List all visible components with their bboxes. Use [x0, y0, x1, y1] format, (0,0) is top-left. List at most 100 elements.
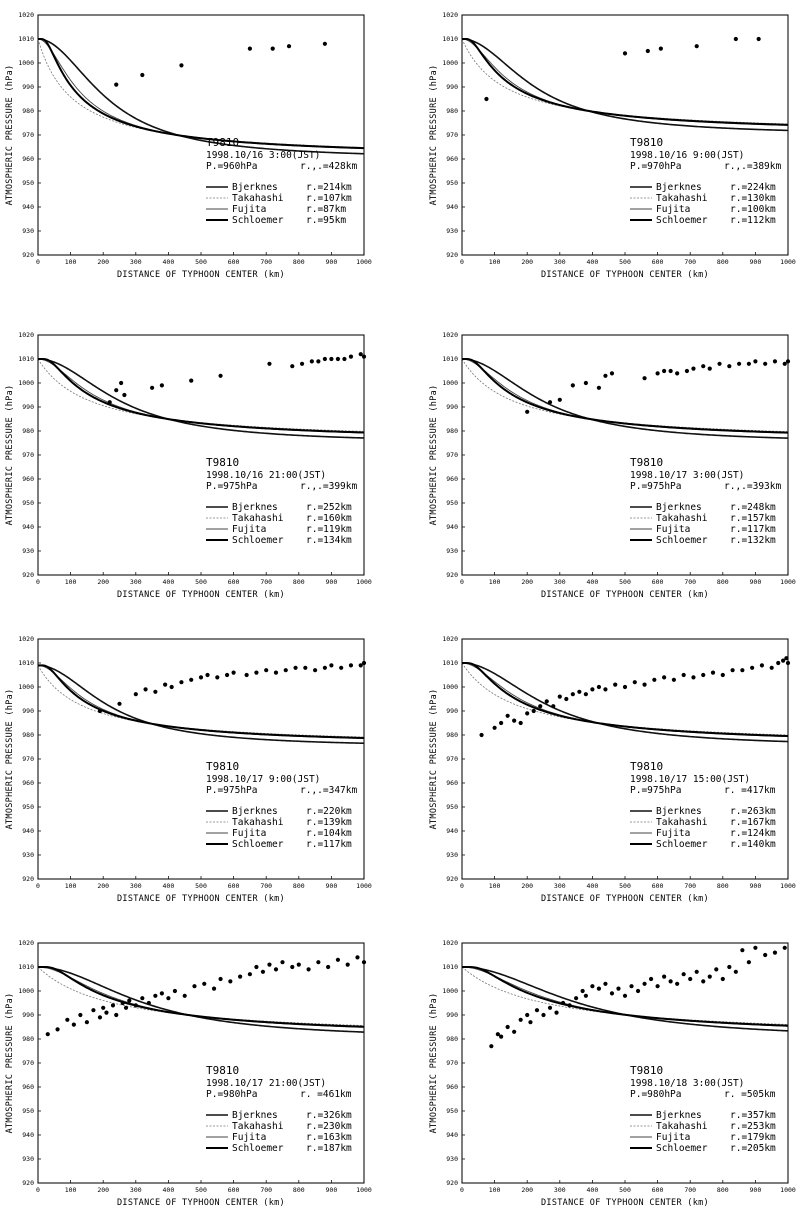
legend-label: Takahashi	[232, 193, 284, 204]
central-pressure: P.=975hPa	[206, 481, 257, 492]
x-tick-label: 1000	[780, 882, 796, 890]
x-tick-label: 700	[684, 882, 696, 890]
observation-point	[358, 352, 363, 357]
observation-point	[140, 996, 145, 1001]
observation-point	[290, 364, 295, 369]
x-tick-label: 600	[228, 258, 240, 266]
observation-point	[596, 385, 602, 390]
chart-panel: 920 930 940 950 960 970 980 990 1000 1010 1020 0 100…	[0, 320, 400, 621]
y-tick-label: 920	[22, 875, 34, 883]
legend-radius: r.=224km	[730, 182, 776, 193]
x-tick-label: 1000	[356, 578, 372, 586]
observation-point	[202, 981, 207, 986]
curve-takahashi	[461, 662, 789, 736]
curve-fujita	[461, 358, 789, 434]
legend-radius: r.=252km	[306, 502, 352, 513]
x-tick-label: 800	[293, 258, 305, 266]
observation-point	[218, 976, 223, 982]
legend-radius: r.=107km	[306, 193, 352, 204]
observation-point	[691, 675, 696, 680]
y-tick-label: 950	[446, 179, 458, 187]
x-tick-label: 800	[717, 578, 729, 586]
x-tick-label: 100	[489, 258, 501, 266]
y-tick-label: 960	[446, 1083, 458, 1091]
observation-point	[580, 988, 585, 994]
observation-point	[596, 986, 602, 991]
chart-panel: 920 930 940 950 960 970 980 990 1000 1010 1020 0 100…	[424, 320, 800, 621]
y-tick-label: 940	[22, 1131, 34, 1139]
observation-point	[782, 945, 787, 950]
x-tick-label: 0	[36, 578, 40, 586]
y-tick-label: 970	[446, 451, 458, 459]
y-tick-label: 950	[22, 499, 34, 507]
observation-point	[518, 1017, 523, 1022]
x-tick-label: 400	[163, 882, 175, 890]
observation-point	[642, 376, 647, 381]
central-pressure: P.=970hPa	[630, 161, 681, 172]
observation-point	[746, 361, 751, 366]
x-tick-label: 600	[652, 258, 664, 266]
observation-point	[101, 1005, 106, 1010]
observation-point	[701, 672, 706, 678]
x-tick-label: 400	[587, 578, 599, 586]
x-tick-label: 700	[684, 1186, 696, 1194]
observation-point	[198, 675, 204, 680]
y-tick-label: 990	[22, 1011, 34, 1019]
x-tick-label: 700	[260, 578, 272, 586]
legend-radius: r.=326km	[306, 1110, 352, 1121]
legend-radius: r.=179km	[730, 1132, 776, 1143]
observation-point	[107, 400, 112, 405]
observation-point	[763, 952, 768, 958]
observation-point	[772, 359, 778, 364]
curve-bjerknes	[461, 358, 789, 439]
chart-title: T9810	[630, 760, 663, 773]
chart-svg: 920 930 940 950 960 970 980 990 1000 1010 1020 0 100…	[5, 635, 372, 904]
y-axis-label: ATMOSPHERIC PRESSURE (hPa)	[5, 65, 15, 206]
legend-label: Bjerknes	[656, 1110, 702, 1121]
y-axis-label: ATMOSPHERIC PRESSURE (hPa)	[5, 385, 15, 526]
observation-point	[78, 1012, 83, 1018]
observation-point	[205, 672, 210, 678]
legend-label: Schloemer	[656, 215, 708, 226]
legend-label: Schloemer	[232, 535, 284, 546]
curve-takahashi	[37, 358, 365, 432]
observation-point	[309, 359, 314, 364]
legend-radius: r.=130km	[730, 193, 776, 204]
y-tick-label: 1000	[18, 59, 34, 67]
observation-point	[583, 692, 588, 697]
observation-point	[720, 672, 725, 678]
observation-point	[150, 385, 155, 390]
observation-point	[681, 672, 686, 678]
y-tick-label: 1010	[18, 963, 34, 971]
observation-point	[224, 672, 230, 678]
observation-point	[84, 1020, 89, 1025]
legend-radius: r.=132km	[730, 535, 776, 546]
observation-point	[570, 383, 575, 388]
y-tick-label: 930	[22, 1155, 34, 1163]
observation-point	[192, 984, 197, 989]
legend-radius: r.=119km	[306, 524, 352, 535]
observation-point	[361, 660, 367, 666]
observation-point	[616, 986, 621, 991]
x-tick-label: 0	[36, 258, 40, 266]
observation-point	[590, 687, 595, 692]
observation-point	[153, 993, 158, 998]
y-tick-label: 960	[446, 475, 458, 483]
observation-point	[557, 694, 562, 699]
legend-label: Bjerknes	[232, 806, 278, 817]
curve-schloemer	[38, 664, 365, 739]
observation-point	[603, 981, 608, 986]
legend-label: Bjerknes	[656, 182, 702, 193]
central-pressure: P.=975hPa	[206, 785, 257, 796]
x-tick-label: 700	[684, 258, 696, 266]
observation-point	[71, 1022, 76, 1027]
y-tick-label: 970	[22, 131, 34, 139]
y-tick-label: 990	[446, 1011, 458, 1019]
observation-point	[296, 962, 301, 967]
x-tick-label: 1000	[356, 258, 372, 266]
observation-point	[541, 1012, 546, 1018]
y-tick-label: 940	[446, 523, 458, 531]
chart-title: T9810	[630, 456, 663, 469]
y-tick-label: 960	[22, 475, 34, 483]
chart-title: T9810	[206, 760, 239, 773]
